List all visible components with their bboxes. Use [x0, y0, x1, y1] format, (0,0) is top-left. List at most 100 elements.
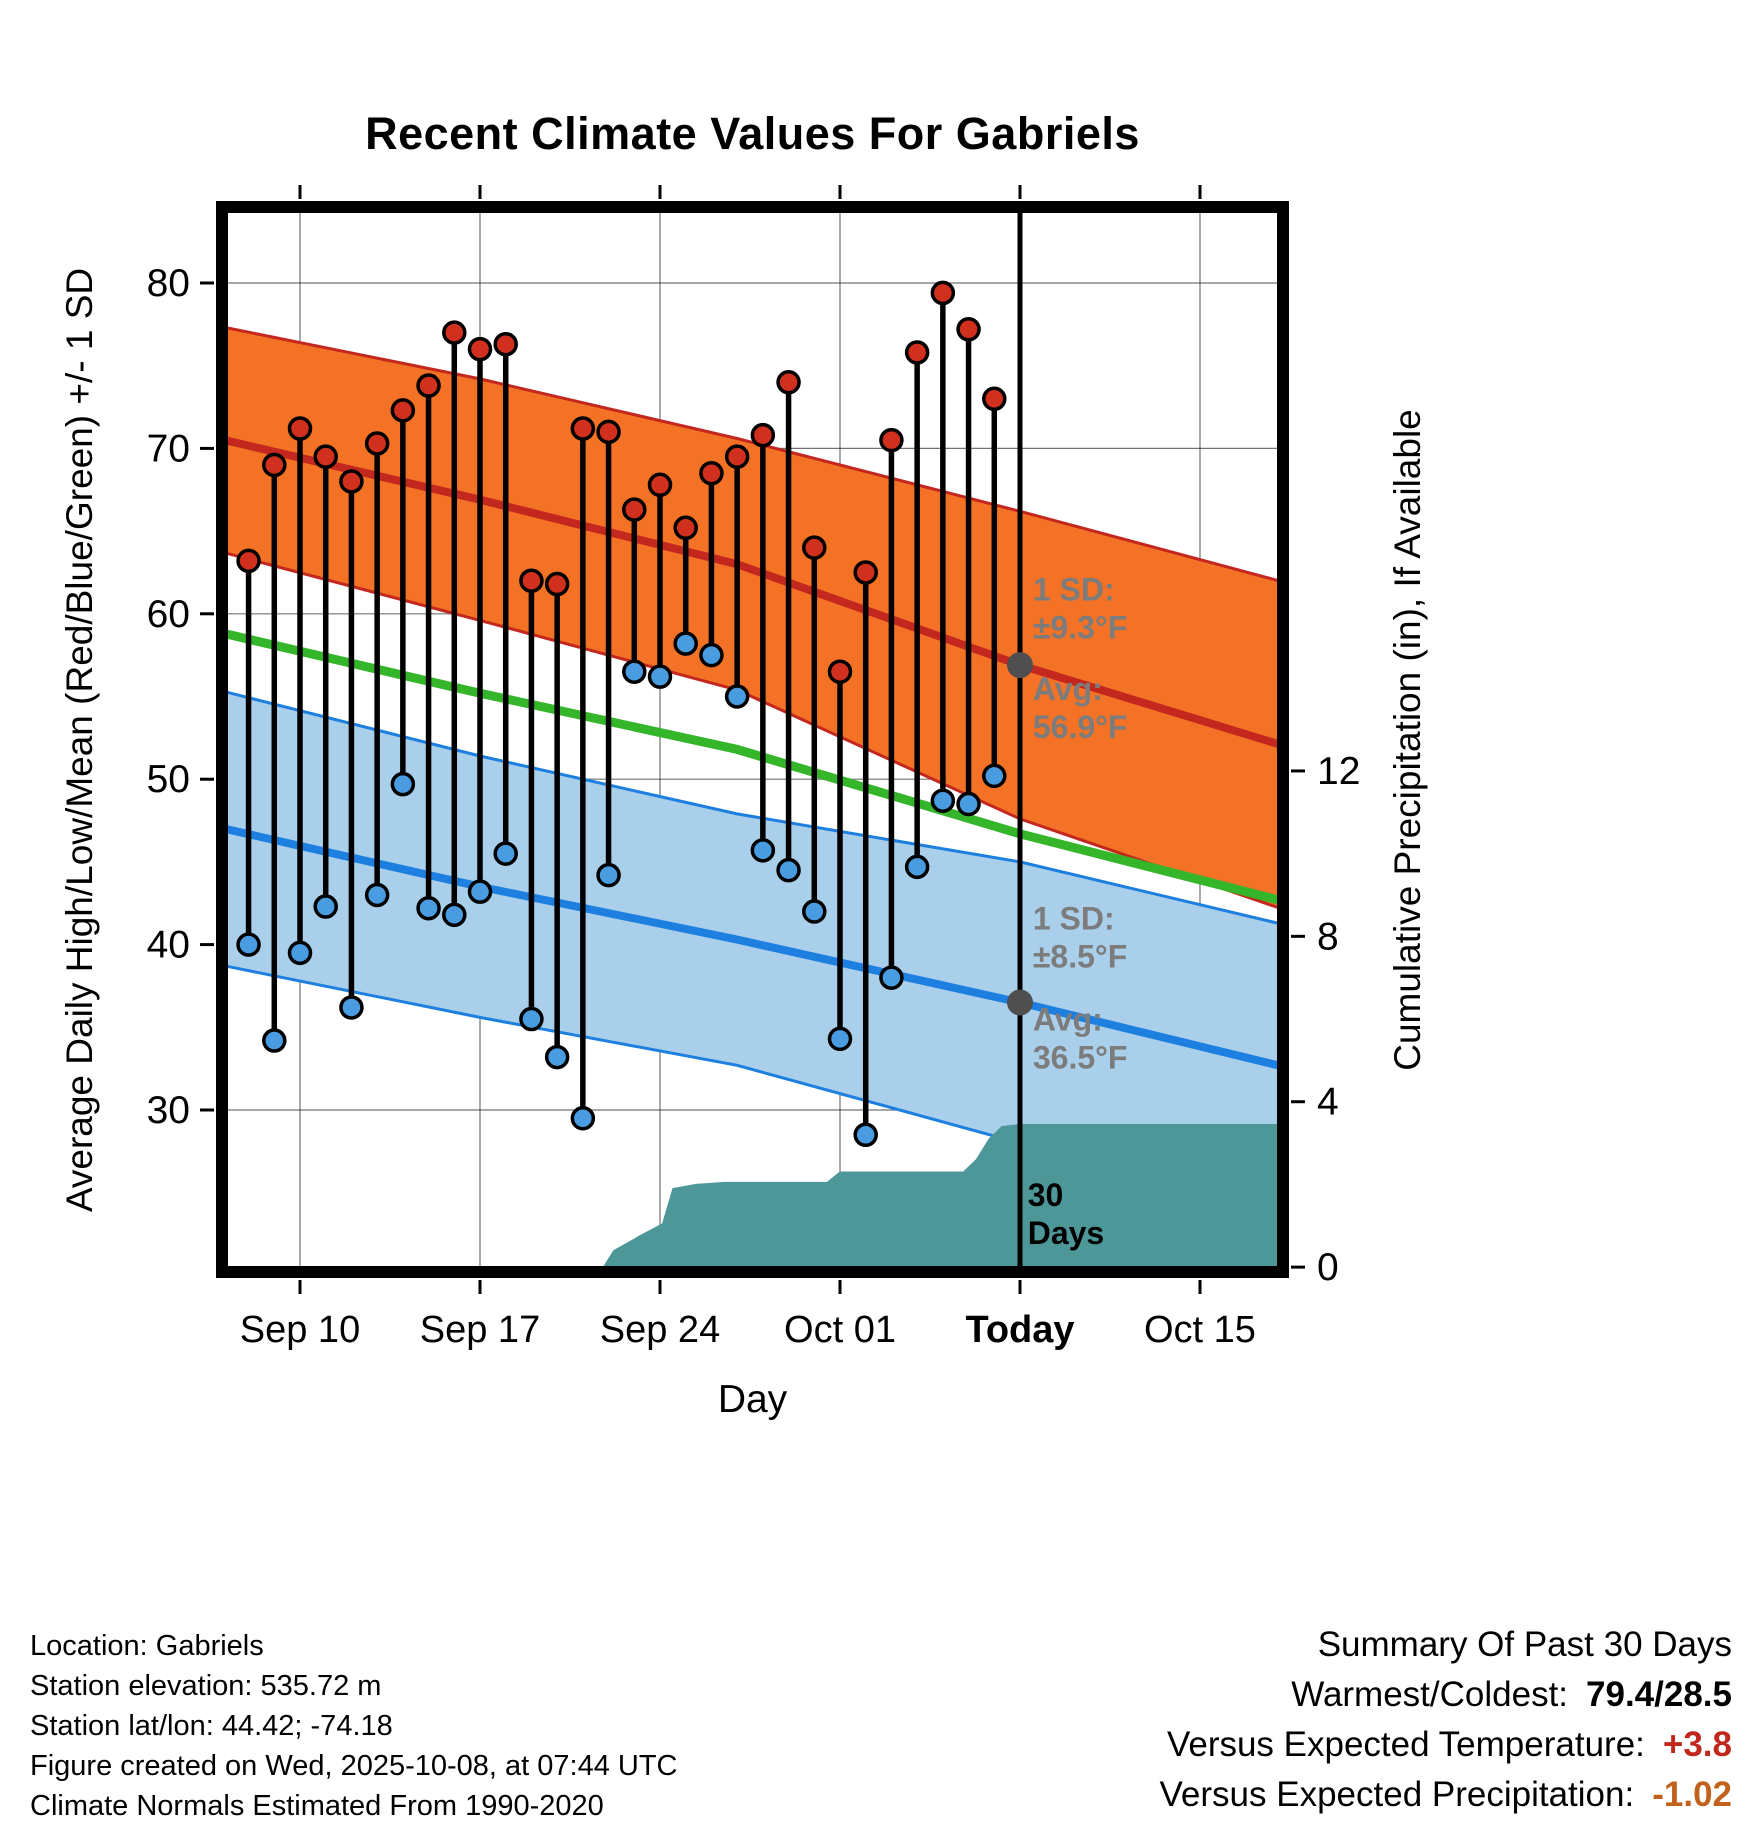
daily-high-dot [647, 472, 673, 498]
daily-high-dot [724, 444, 750, 469]
daily-high-dot [879, 427, 904, 453]
daily-high-dot [827, 659, 853, 684]
y-tick-label-right: 12 [1317, 750, 1360, 793]
daily-high-dot [467, 336, 493, 362]
daily-high-dot [956, 317, 981, 342]
daily-low-dot [724, 684, 750, 709]
daily-low-dot [570, 1106, 596, 1131]
daily-low-dot [262, 1028, 287, 1053]
daily-high-dot [570, 416, 596, 441]
daily-high-dot [596, 419, 621, 445]
x-tick-label: Oct 01 [784, 1309, 896, 1351]
daily-high-dot [673, 515, 698, 541]
daily-low-dot [930, 788, 956, 813]
daily-low-dot [647, 664, 673, 689]
summary-row-vs-precipitation: Versus Expected Precipitation: -1.02 [1160, 1770, 1733, 1820]
daily-high-dot [313, 444, 338, 469]
summary-label: Warmest/Coldest: [1291, 1675, 1569, 1714]
chart-annotation: 1 SD: ±9.3°F [1033, 572, 1127, 646]
y-tick-label-left: 40 [147, 924, 190, 967]
daily-low-dot [364, 882, 390, 908]
y-tick-label-left: 80 [147, 262, 190, 305]
daily-low-dot [390, 771, 416, 797]
daily-low-dot [802, 899, 827, 924]
station-location: Location: Gabriels [30, 1630, 264, 1662]
summary-title: Summary Of Past 30 Days [1317, 1625, 1732, 1664]
plot-border [216, 201, 1289, 1278]
today-average-marker [1006, 652, 1033, 679]
y-tick-label-right: 0 [1317, 1246, 1339, 1289]
daily-high-dot [904, 340, 930, 365]
daily-high-dot [493, 331, 518, 357]
high-band-upper-edge [228, 326, 1277, 582]
daily-low-dot [544, 1044, 570, 1070]
daily-high-dot [622, 497, 647, 522]
page-title: Recent Climate Values For Gabriels [365, 108, 1140, 159]
overall-mean-line [228, 629, 1277, 905]
y-tick-label-right: 8 [1317, 915, 1339, 958]
daily-high-dot [699, 460, 724, 486]
y-tick-label-left: 30 [147, 1089, 190, 1132]
daily-low-dot [982, 763, 1007, 789]
summary-row-warmest-coldest: Warmest/Coldest: 79.4/28.5 [1160, 1670, 1732, 1720]
summary-value: +3.8 [1662, 1725, 1732, 1764]
summary-panel: Summary Of Past 30 Days Warmest/Coldest:… [1160, 1620, 1733, 1820]
precip-area [603, 1124, 1277, 1266]
station-elevation: Station elevation: 535.72 m [30, 1670, 382, 1702]
daily-low-dot [827, 1026, 853, 1052]
daily-low-dot [776, 857, 801, 883]
daily-low-dot [750, 838, 776, 863]
chart-annotation: 30 Days [1028, 1177, 1105, 1251]
daily-high-dot [236, 548, 261, 574]
daily-high-dot [262, 452, 287, 478]
daily-high-dot [930, 280, 956, 306]
daily-low-dot [699, 642, 724, 668]
daily-low-dot [904, 854, 930, 880]
daily-low-dot [519, 1006, 544, 1032]
plot-area: 1 SD: ±9.3°F Avg: 56.9°F 1 SD: ±8.5°F Avg: 36.5… [228, 213, 1277, 1266]
summary-row-vs-temperature: Versus Expected Temperature: +3.8 [1160, 1720, 1732, 1770]
chart-annotation: Avg: 36.5°F [1033, 1002, 1128, 1076]
climate-normals-note: Climate Normals Estimated From 1990-2020 [30, 1790, 604, 1822]
x-axis-label: Day [717, 1378, 788, 1421]
summary-value: -1.02 [1652, 1775, 1732, 1814]
station-latlon: Station lat/lon: 44.42; -74.18 [30, 1710, 393, 1742]
station-info: Location: Gabriels Station elevation: 53… [30, 1626, 678, 1826]
figure-created: Figure created on Wed, 2025-10-08, at 07… [30, 1750, 678, 1782]
low-mean-line [228, 825, 1277, 1070]
low-band-upper-edge [228, 690, 1277, 925]
daily-low-dot [493, 841, 518, 866]
y-tick-label-left: 60 [147, 593, 190, 636]
chart-annotation: Avg: 56.9°F [1033, 671, 1128, 745]
summary-value: 79.4/28.5 [1586, 1675, 1732, 1714]
y-tick-label-left: 70 [147, 427, 190, 470]
daily-high-dot [442, 320, 467, 345]
today-average-marker [1006, 989, 1033, 1016]
chart-annotation: 1 SD: ±8.5°F [1033, 901, 1127, 975]
daily-low-dot [313, 894, 338, 919]
x-tick-label: Sep 17 [420, 1309, 540, 1351]
daily-high-dot [544, 571, 570, 597]
summary-label: Versus Expected Precipitation: [1159, 1775, 1635, 1814]
daily-low-dot [879, 965, 904, 990]
daily-high-dot [750, 422, 776, 448]
high-normal-band [228, 328, 1277, 908]
climate-chart: 1 SD: ±9.3°F Avg: 56.9°F 1 SD: ±8.5°F Avg: 36.5… [147, 185, 1360, 1351]
daily-high-dot [776, 369, 801, 395]
daily-low-dot [416, 895, 441, 921]
low-normal-band [228, 692, 1277, 1208]
daily-low-dot [622, 659, 647, 684]
daily-low-dot [442, 902, 467, 928]
daily-high-dot [364, 431, 390, 456]
daily-high-dot [390, 398, 416, 423]
summary-label: Versus Expected Temperature: [1166, 1725, 1645, 1764]
x-tick-label: Sep 24 [600, 1309, 720, 1351]
daily-high-dot [519, 568, 544, 593]
daily-low-dot [853, 1122, 878, 1148]
daily-low-dot [956, 791, 981, 817]
daily-low-dot [236, 932, 261, 957]
daily-low-dot [339, 995, 364, 1020]
x-tick-label: Sep 10 [240, 1309, 360, 1351]
daily-high-dot [416, 373, 441, 398]
daily-high-dot [853, 560, 878, 585]
